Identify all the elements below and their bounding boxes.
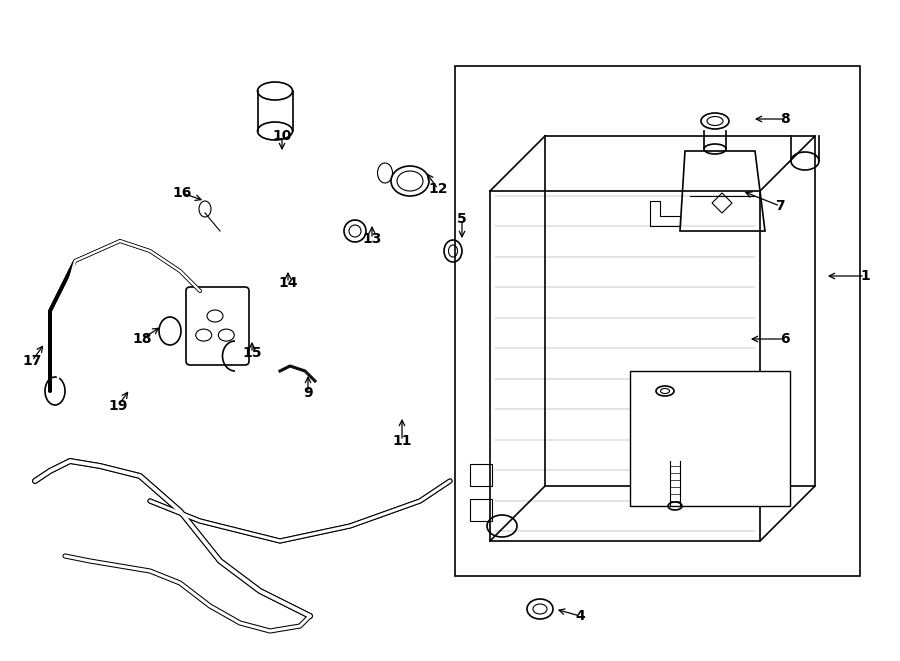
Text: 2: 2 xyxy=(663,449,673,463)
Bar xyxy=(455,66,860,576)
Bar xyxy=(470,464,492,486)
Text: 17: 17 xyxy=(22,354,41,368)
Text: 12: 12 xyxy=(428,182,448,196)
Text: 1: 1 xyxy=(860,269,870,283)
Text: 11: 11 xyxy=(392,434,411,448)
Text: 3: 3 xyxy=(740,389,750,403)
Text: 9: 9 xyxy=(303,386,313,400)
Text: 8: 8 xyxy=(780,112,790,126)
Text: 5: 5 xyxy=(457,212,467,226)
Text: 14: 14 xyxy=(278,276,298,290)
Text: 13: 13 xyxy=(363,232,382,246)
FancyBboxPatch shape xyxy=(186,287,249,365)
Text: 18: 18 xyxy=(132,332,152,346)
Text: 4: 4 xyxy=(575,609,585,623)
Text: 10: 10 xyxy=(273,129,292,143)
Bar xyxy=(470,499,492,521)
Text: 15: 15 xyxy=(242,346,262,360)
Bar xyxy=(630,371,790,506)
Text: 6: 6 xyxy=(780,332,790,346)
Text: 19: 19 xyxy=(108,399,128,413)
Text: 7: 7 xyxy=(775,199,785,213)
Text: 16: 16 xyxy=(172,186,192,200)
